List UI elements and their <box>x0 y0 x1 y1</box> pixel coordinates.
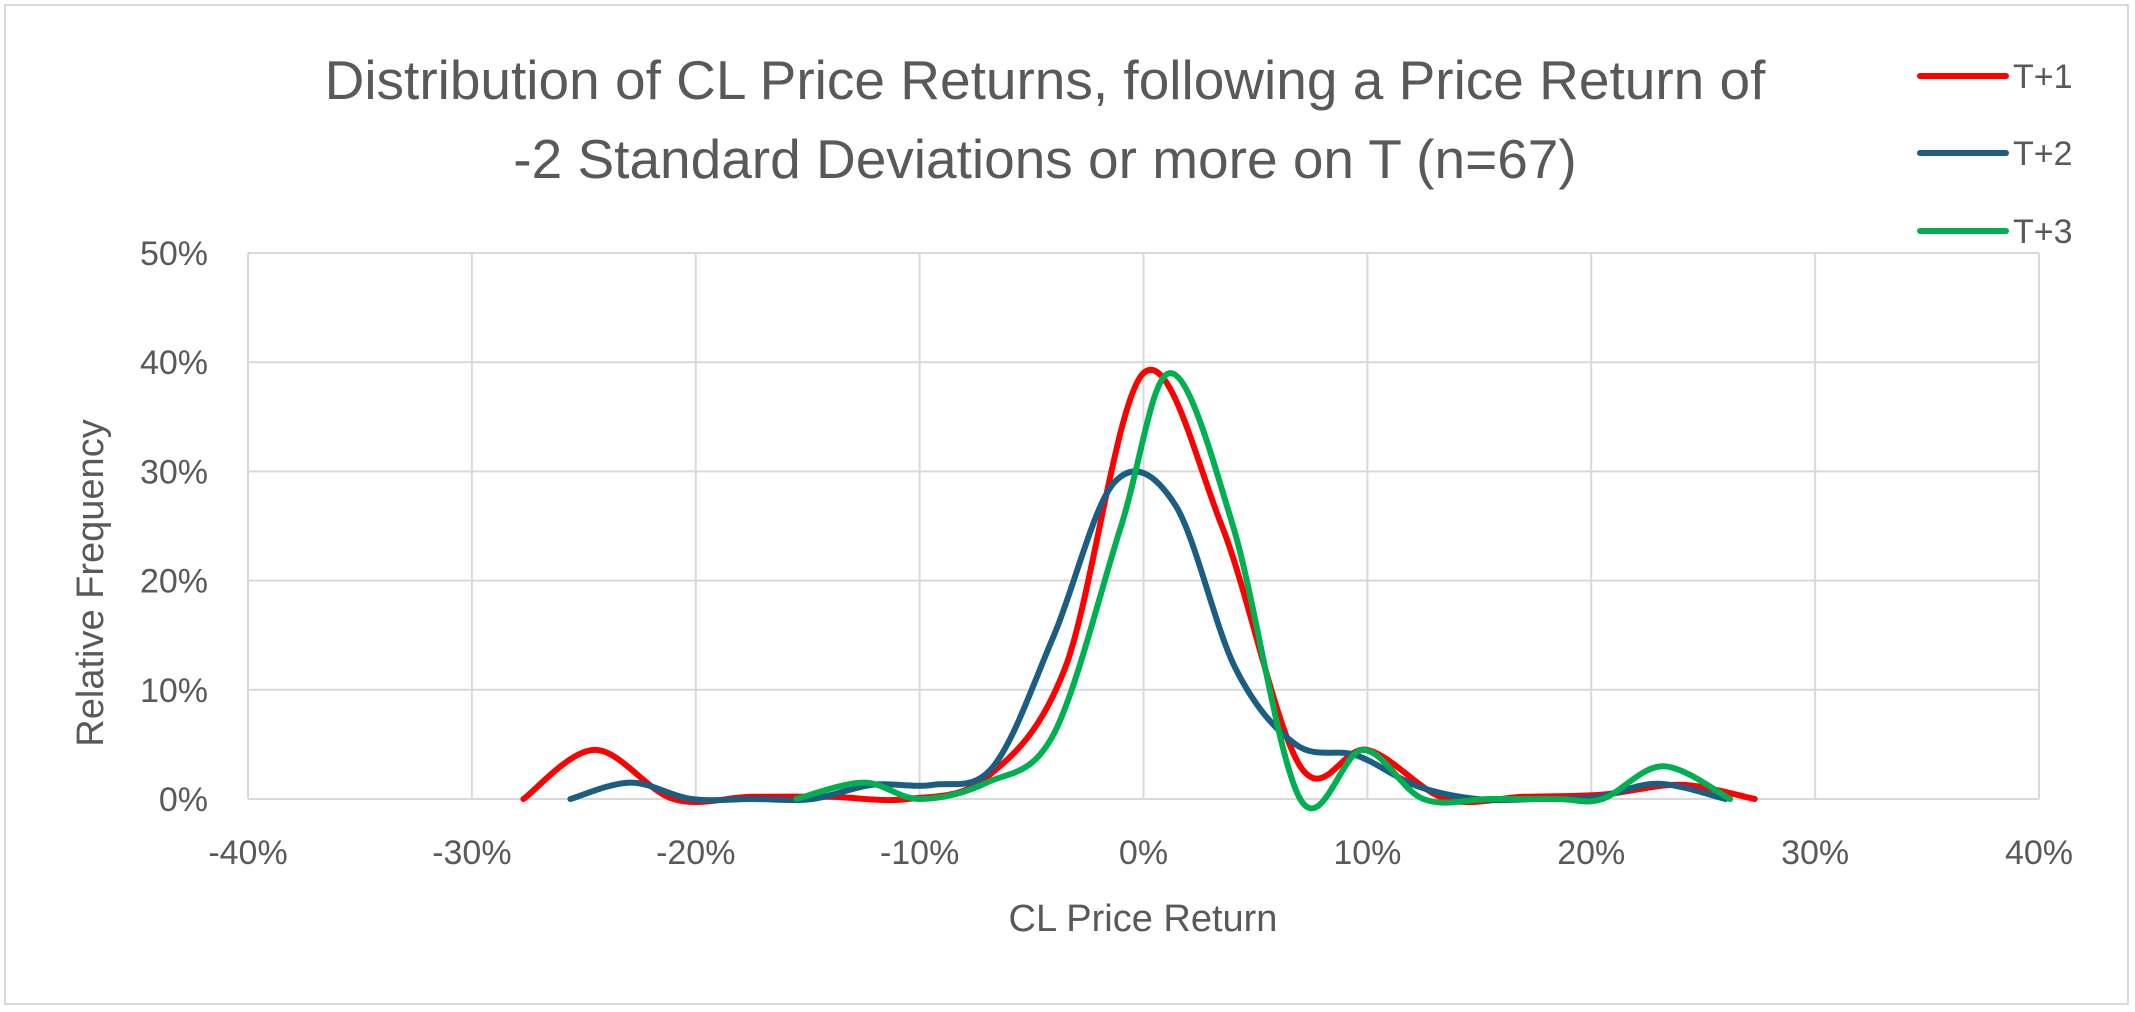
chart-title-line-2: -2 Standard Deviations or more on T (n=6… <box>513 128 1576 190</box>
series-line-tplus2 <box>567 468 1729 804</box>
y-axis-title: Relative Frequency <box>70 419 112 746</box>
grid <box>247 252 2040 800</box>
legend: T+1 T+2 T+3 <box>1917 58 2073 251</box>
x-tick-labels: -40% -30% -20% -10% 0% 10% 20% 30% 40% <box>208 834 2073 872</box>
x-tick-label: 10% <box>1333 834 1401 872</box>
y-tick-label: 10% <box>140 672 208 710</box>
series-line-tplus3 <box>793 370 1734 812</box>
y-tick-label: 30% <box>140 453 208 491</box>
x-tick-label: 0% <box>1119 834 1168 872</box>
legend-label: T+3 <box>2013 213 2073 251</box>
y-tick-label: 40% <box>140 344 208 382</box>
x-tick-label: 40% <box>2005 834 2073 872</box>
y-tick-label: 20% <box>140 563 208 601</box>
x-axis-title: CL Price Return <box>1009 898 1278 940</box>
chart-title-line-1: Distribution of CL Price Returns, follow… <box>325 49 1767 111</box>
legend-label: T+2 <box>2013 135 2073 173</box>
x-tick-label: -20% <box>656 834 735 872</box>
x-tick-label: -40% <box>208 834 287 872</box>
y-tick-label: 0% <box>159 781 208 819</box>
legend-label: T+1 <box>2013 58 2073 96</box>
chart-frame <box>4 4 2129 1005</box>
y-tick-labels: 0% 10% 20% 30% 40% 50% <box>140 235 208 819</box>
x-tick-label: -10% <box>880 834 959 872</box>
x-tick-label: 20% <box>1557 834 1625 872</box>
y-tick-label: 50% <box>140 235 208 273</box>
series-line-tplus1 <box>520 367 1758 806</box>
x-tick-label: 30% <box>1781 834 1849 872</box>
x-tick-label: -30% <box>432 834 511 872</box>
series-layer <box>520 367 1758 812</box>
